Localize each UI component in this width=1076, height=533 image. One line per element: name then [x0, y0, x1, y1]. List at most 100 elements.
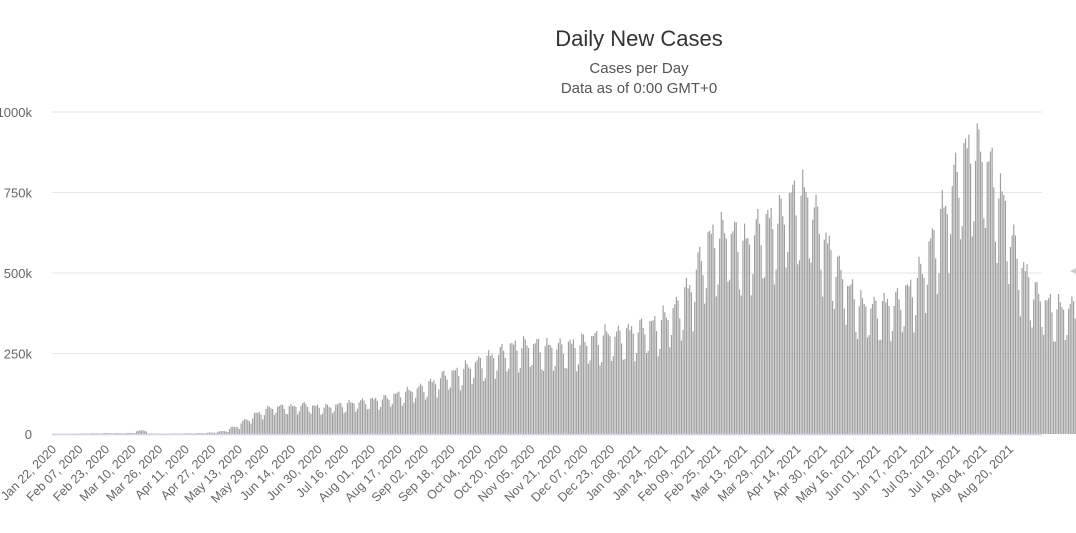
bar[interactable] — [419, 383, 422, 434]
bar[interactable] — [644, 334, 646, 434]
bar[interactable] — [675, 296, 678, 434]
bar[interactable] — [287, 414, 289, 434]
bar[interactable] — [956, 171, 958, 434]
bar[interactable] — [1041, 326, 1043, 434]
bar[interactable] — [122, 433, 124, 434]
bar[interactable] — [471, 384, 473, 434]
bar[interactable] — [546, 338, 548, 434]
bar[interactable] — [567, 341, 570, 434]
bar[interactable] — [300, 406, 302, 434]
bar[interactable] — [390, 406, 392, 434]
bar[interactable] — [290, 404, 292, 434]
bar[interactable] — [604, 324, 606, 434]
bar[interactable] — [1064, 340, 1066, 434]
bar[interactable] — [406, 386, 408, 434]
bar[interactable] — [449, 387, 452, 434]
bar[interactable] — [1031, 327, 1033, 434]
bar[interactable] — [930, 238, 932, 434]
bar[interactable] — [268, 407, 270, 434]
bar[interactable] — [945, 205, 947, 434]
bar[interactable] — [385, 395, 387, 434]
bar[interactable] — [200, 433, 202, 434]
bar[interactable] — [282, 404, 284, 434]
bar[interactable] — [371, 397, 373, 434]
bar[interactable] — [1036, 281, 1038, 434]
bar[interactable] — [436, 397, 438, 434]
bar[interactable] — [537, 338, 540, 434]
bar[interactable] — [596, 331, 598, 434]
bar[interactable] — [778, 194, 781, 434]
bar[interactable] — [270, 408, 272, 434]
bar[interactable] — [217, 431, 219, 434]
bar[interactable] — [818, 233, 820, 434]
bar[interactable] — [1018, 289, 1020, 434]
bar[interactable] — [645, 353, 648, 434]
bar[interactable] — [511, 342, 513, 434]
bar[interactable] — [446, 379, 448, 434]
bar[interactable] — [365, 404, 367, 434]
bar[interactable] — [576, 371, 578, 434]
bar[interactable] — [526, 345, 528, 434]
bar[interactable] — [293, 405, 295, 434]
bar[interactable] — [582, 334, 584, 434]
bar[interactable] — [739, 289, 741, 434]
bar[interactable] — [519, 367, 521, 434]
bar[interactable] — [328, 406, 330, 434]
bar[interactable] — [848, 286, 850, 434]
bar[interactable] — [554, 365, 556, 434]
bar[interactable] — [785, 267, 787, 434]
bar[interactable] — [426, 396, 428, 434]
bar[interactable] — [119, 433, 121, 434]
bar[interactable] — [694, 301, 696, 434]
bar[interactable] — [669, 347, 671, 434]
bar[interactable] — [321, 413, 324, 434]
bar[interactable] — [518, 372, 520, 434]
bar[interactable] — [197, 433, 199, 434]
bar[interactable] — [212, 432, 214, 434]
bar[interactable] — [491, 354, 493, 434]
bar[interactable] — [336, 404, 339, 434]
bar[interactable] — [117, 433, 119, 434]
bar[interactable] — [461, 385, 463, 434]
bar[interactable] — [843, 308, 845, 434]
bar[interactable] — [860, 290, 862, 434]
bar[interactable] — [566, 368, 568, 434]
bar[interactable] — [1044, 300, 1046, 434]
bar[interactable] — [1058, 293, 1060, 434]
bar[interactable] — [690, 292, 692, 434]
bar[interactable] — [1069, 303, 1071, 434]
bar[interactable] — [840, 269, 842, 434]
bar[interactable] — [547, 344, 550, 434]
bar[interactable] — [292, 406, 294, 434]
bar[interactable] — [95, 433, 98, 434]
bar[interactable] — [689, 284, 691, 434]
bar[interactable] — [797, 264, 799, 434]
bar[interactable] — [961, 226, 963, 434]
bar[interactable] — [820, 269, 822, 434]
bar[interactable] — [572, 339, 574, 434]
bar[interactable] — [993, 187, 995, 434]
bar[interactable] — [710, 233, 712, 434]
bar[interactable] — [765, 214, 767, 434]
bar[interactable] — [622, 359, 624, 434]
bar[interactable] — [285, 413, 287, 434]
bar[interactable] — [996, 263, 998, 434]
bar[interactable] — [1026, 264, 1028, 434]
bar[interactable] — [1072, 301, 1075, 434]
bar[interactable] — [564, 368, 566, 434]
bar[interactable] — [712, 224, 714, 434]
bar[interactable] — [323, 407, 325, 434]
bar[interactable] — [297, 414, 299, 434]
bar[interactable] — [838, 255, 840, 434]
bar[interactable] — [900, 309, 902, 434]
bar[interactable] — [729, 279, 731, 434]
bar[interactable] — [709, 230, 711, 434]
bar[interactable] — [376, 400, 378, 434]
bar[interactable] — [240, 423, 242, 435]
bar[interactable] — [679, 318, 681, 434]
bar[interactable] — [724, 233, 726, 434]
bar[interactable] — [662, 305, 664, 434]
bar[interactable] — [561, 344, 563, 434]
bar[interactable] — [659, 348, 661, 434]
bar[interactable] — [481, 368, 483, 434]
